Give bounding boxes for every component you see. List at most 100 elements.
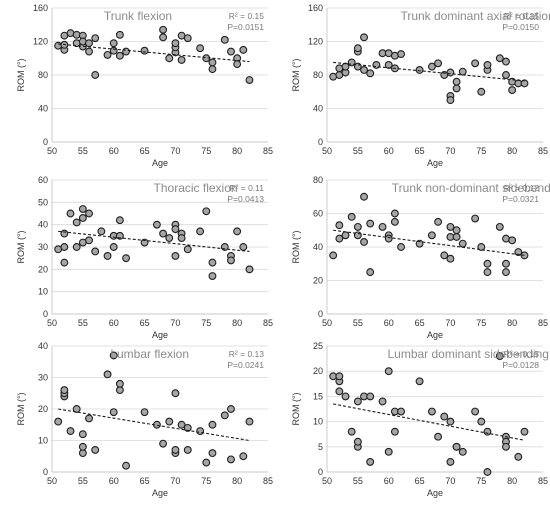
data-point <box>384 60 393 69</box>
data-point <box>477 87 486 96</box>
y-tick-label: 40 <box>313 104 323 114</box>
y-tick-label: 0 <box>43 467 48 477</box>
x-tick-label: 60 <box>384 146 394 156</box>
data-point <box>446 254 455 263</box>
x-tick-label: 50 <box>322 318 332 328</box>
data-point <box>196 427 205 435</box>
x-tick-label: 85 <box>263 318 273 328</box>
data-point <box>109 351 118 360</box>
data-point <box>208 272 217 280</box>
data-point <box>341 231 350 240</box>
x-tick-label: 55 <box>78 318 88 328</box>
data-point <box>427 231 436 240</box>
data-point <box>103 251 112 260</box>
y-tick-label: 5 <box>318 442 323 452</box>
x-tick-label: 55 <box>353 318 363 328</box>
data-point <box>434 432 443 441</box>
data-point <box>335 234 344 243</box>
x-tick-label: 60 <box>109 318 119 328</box>
data-point <box>245 76 254 84</box>
data-point <box>502 259 510 268</box>
data-point <box>335 221 344 230</box>
data-point <box>85 236 93 245</box>
data-point <box>171 446 180 454</box>
data-point <box>366 457 375 466</box>
y-tick-label: 10 <box>38 436 48 446</box>
x-tick-label: 70 <box>170 146 180 156</box>
data-point <box>78 442 87 451</box>
r-squared-label: R² = 0.15 <box>229 11 264 21</box>
x-axis-label: Age <box>152 330 168 340</box>
x-tick-label: 85 <box>538 318 548 328</box>
y-tick-label: 30 <box>38 242 48 252</box>
y-axis-label: ROM (°) <box>291 58 301 91</box>
data-point <box>78 214 87 222</box>
x-tick-label: 80 <box>232 146 242 156</box>
r-squared-label: R² = 0.13 <box>229 349 264 359</box>
data-point <box>152 220 161 229</box>
x-tick-label: 80 <box>507 318 517 328</box>
data-point <box>384 367 393 376</box>
data-point <box>109 46 118 55</box>
data-point <box>239 243 248 251</box>
y-tick-label: 0 <box>43 137 48 147</box>
y-axis-label: ROM (°) <box>16 230 26 263</box>
y-tick-label: 80 <box>313 175 323 185</box>
data-point <box>483 427 492 436</box>
data-point <box>208 258 217 267</box>
data-point <box>109 39 118 48</box>
data-point <box>397 243 406 251</box>
x-tick-label: 55 <box>78 146 88 156</box>
y-tick-label: 40 <box>313 242 323 252</box>
chart-panel-4: 0 20 40 60 80 50 55 60 65 70 75 80 85 Age ROM (°) Trunk… <box>291 175 550 340</box>
data-point <box>477 243 486 251</box>
data-point <box>183 423 192 432</box>
y-axis-label: ROM (°) <box>16 58 26 91</box>
data-point <box>202 207 211 216</box>
chart-title: Lumbar flexion <box>110 347 189 361</box>
data-point <box>495 352 504 361</box>
data-point <box>91 71 100 79</box>
data-point <box>508 86 517 95</box>
data-point <box>233 60 242 69</box>
chart-panel-1: 0 40 80 120 160 50 55 60 65 70 75 80 85 Age ROM (°) Tru… <box>16 3 273 168</box>
data-point <box>159 229 168 238</box>
data-point <box>514 248 523 256</box>
x-axis-label: Age <box>427 158 443 168</box>
x-tick-label: 75 <box>201 318 211 328</box>
x-tick-label: 80 <box>507 146 517 156</box>
data-point <box>208 58 217 67</box>
data-point <box>227 47 235 56</box>
data-point <box>165 234 174 243</box>
chart-panel-3: 0 10 20 30 40 50 60 50 55 60 65 70 75 80 85 Age ROM (°) T… <box>16 175 273 340</box>
x-tick-label: 65 <box>140 318 150 328</box>
data-point <box>483 468 492 476</box>
data-point <box>440 412 449 421</box>
chart-title: Trunk non-dominant sidebending <box>392 181 550 195</box>
data-point <box>140 238 149 247</box>
data-point <box>78 205 87 213</box>
data-point <box>122 461 131 470</box>
r-squared-label: R² = 0.12 <box>504 183 539 193</box>
data-point <box>502 57 510 66</box>
y-tick-label: 20 <box>38 404 48 414</box>
data-point <box>452 84 461 93</box>
y-tick-label: 0 <box>318 137 323 147</box>
data-point <box>208 420 217 429</box>
y-tick-label: 20 <box>38 264 48 274</box>
y-tick-label: 80 <box>313 70 323 80</box>
data-point <box>452 226 461 235</box>
data-point <box>171 39 180 48</box>
data-point <box>60 258 69 267</box>
data-point <box>196 227 205 236</box>
chart-title: Thoracic flexion <box>154 181 238 195</box>
data-point <box>347 427 356 436</box>
data-point <box>220 35 229 44</box>
y-tick-label: 60 <box>313 209 323 219</box>
y-tick-label: 160 <box>308 3 323 13</box>
data-point <box>115 51 124 60</box>
y-tick-label: 120 <box>308 37 323 47</box>
data-point <box>483 60 492 69</box>
x-tick-label: 60 <box>384 318 394 328</box>
